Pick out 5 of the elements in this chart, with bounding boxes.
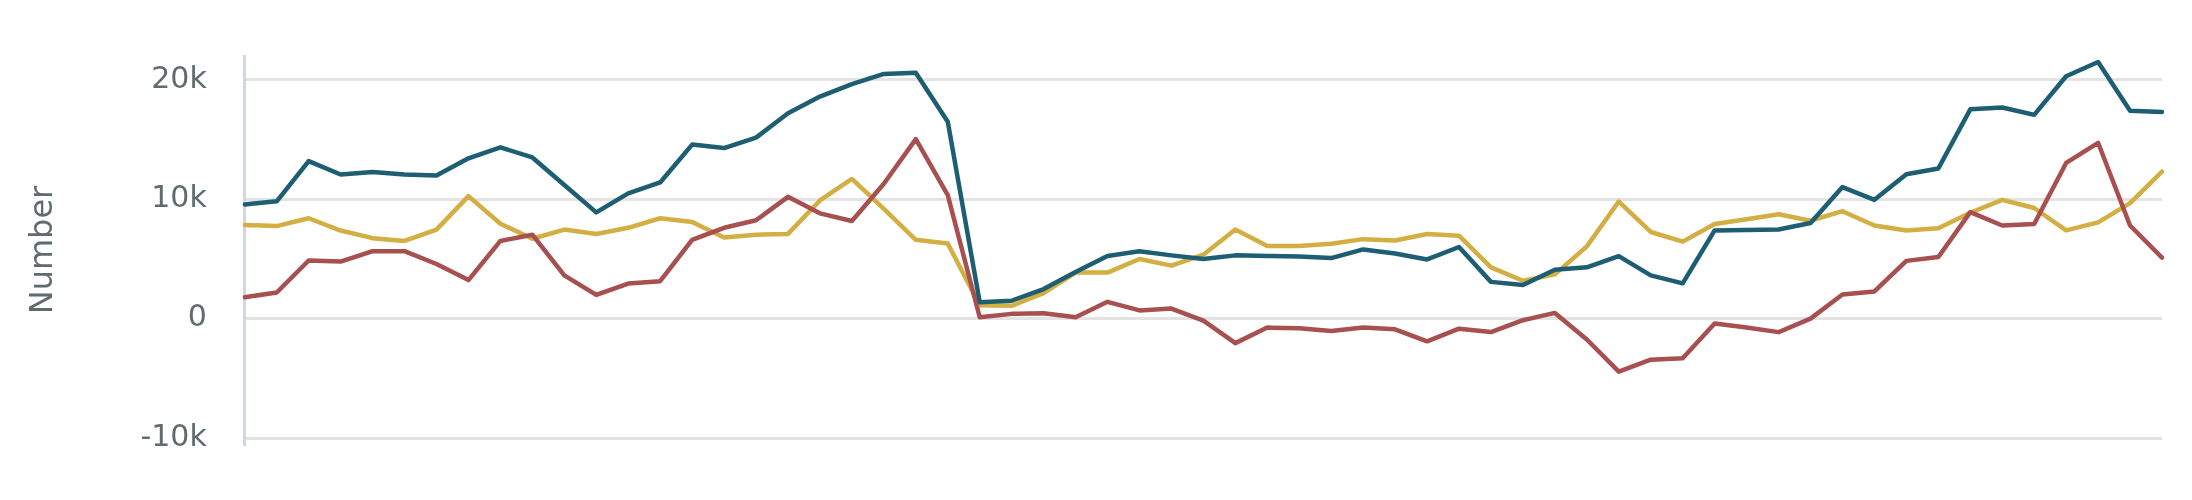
y-tick-label: 20k bbox=[151, 59, 208, 95]
y-axis-title: Number bbox=[21, 184, 60, 315]
y-tick-label: 10k bbox=[151, 179, 208, 215]
y-tick-label: 0 bbox=[187, 298, 207, 334]
y-tick-label: -10k bbox=[140, 417, 208, 453]
